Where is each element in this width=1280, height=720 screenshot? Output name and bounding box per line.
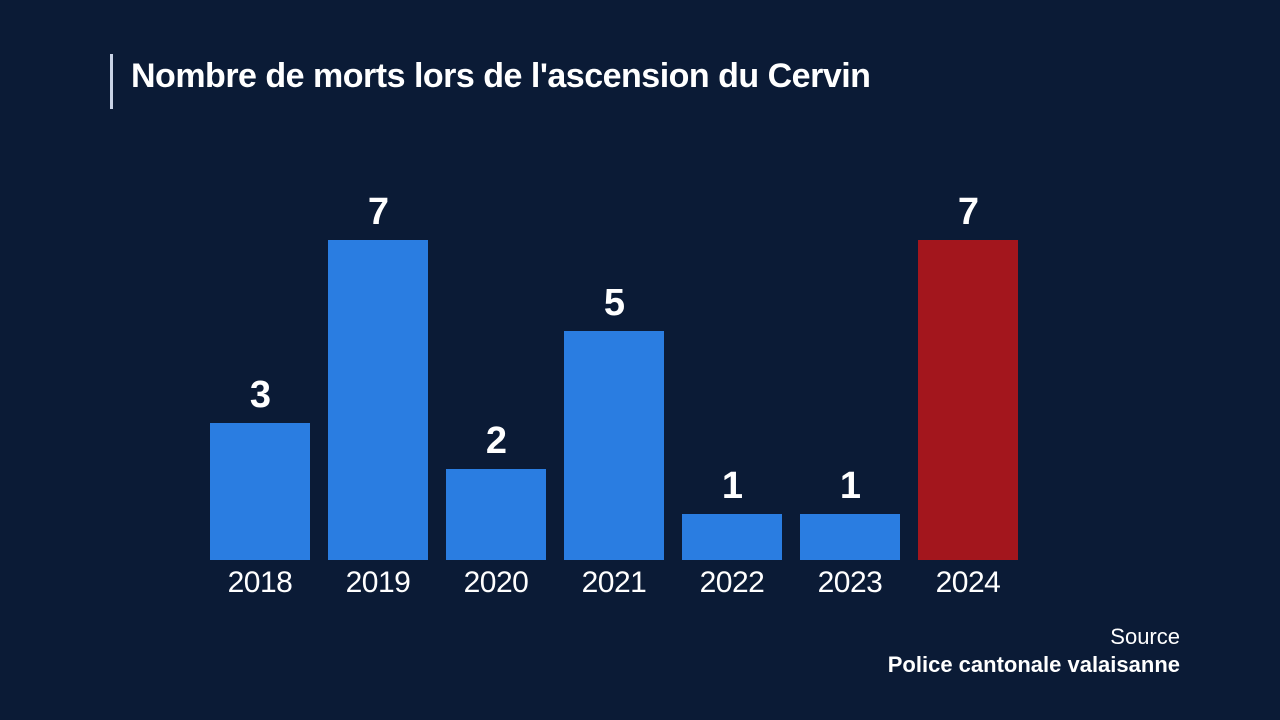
bar-2024: 7 2024 <box>918 191 1018 600</box>
bar-rect <box>446 469 546 560</box>
bar-value-label: 7 <box>958 191 978 234</box>
bar-value-label: 2 <box>486 420 506 463</box>
bar-category-label: 2019 <box>346 566 411 600</box>
source-label: Source <box>888 623 1180 651</box>
bar-2019: 7 2019 <box>328 191 428 600</box>
bar-category-label: 2020 <box>464 566 529 600</box>
bar-2020: 2 2020 <box>446 420 546 600</box>
bar-rect <box>564 331 664 560</box>
title-rule <box>110 54 113 109</box>
bar-rect <box>210 423 310 560</box>
bar-category-label: 2022 <box>700 566 765 600</box>
bar-category-label: 2023 <box>818 566 883 600</box>
bar-value-label: 1 <box>722 465 742 508</box>
bar-category-label: 2021 <box>582 566 647 600</box>
bar-rect <box>682 514 782 560</box>
bar-value-label: 3 <box>250 374 270 417</box>
bar-2018: 3 2018 <box>210 374 310 600</box>
bar-rect <box>328 240 428 560</box>
bar-2023: 1 2023 <box>800 465 900 600</box>
chart-title: Nombre de morts lors de l'ascension du C… <box>131 54 870 109</box>
bar-2022: 1 2022 <box>682 465 782 600</box>
bar-chart: 3 2018 7 2019 2 2020 5 2021 1 2022 1 2023 7 2024 <box>210 191 1018 600</box>
chart-title-container: Nombre de morts lors de l'ascension du C… <box>110 54 870 109</box>
bar-value-label: 1 <box>840 465 860 508</box>
bar-2021: 5 2021 <box>564 282 664 600</box>
bar-value-label: 7 <box>368 191 388 234</box>
bar-rect <box>918 240 1018 560</box>
source-name: Police cantonale valaisanne <box>888 651 1180 679</box>
bar-category-label: 2018 <box>228 566 293 600</box>
source-attribution: Source Police cantonale valaisanne <box>888 623 1180 678</box>
bar-category-label: 2024 <box>936 566 1001 600</box>
bar-rect <box>800 514 900 560</box>
bar-value-label: 5 <box>604 282 624 325</box>
